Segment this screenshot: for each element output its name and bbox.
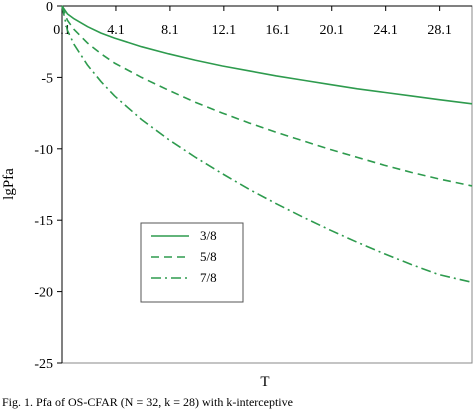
series-line-3 [61,5,473,284]
y-tick-label: -5 [41,71,53,86]
series-line-2 [61,5,473,187]
y-axis-ticks: 0 -5 -10 -15 -20 -25 [34,0,62,372]
x-axis-title: T [260,374,269,390]
x-tick-label: 24.1 [373,23,398,38]
series-line-1 [61,5,473,105]
x-tick-label: 16.1 [266,23,291,38]
y-tick-label: -25 [34,357,53,372]
y-tick-label: -20 [34,286,53,301]
legend-box [140,222,244,303]
series-lines [61,5,473,284]
y-tick-label: 0 [46,0,53,15]
y-tick-label: -15 [34,214,53,229]
x-tick-label: 8.1 [161,23,179,38]
x-tick-label: 28.1 [427,23,452,38]
x-tick-label: 12.1 [212,23,237,38]
x-tick-label: 20.1 [319,23,344,38]
plot-frame [61,5,473,364]
legend: 3/8 5/8 7/8 [140,222,244,303]
legend-label-3-8: 3/8 [200,228,217,243]
legend-label-7-8: 7/8 [200,270,217,285]
y-axis-title: lgPfa [1,168,17,200]
x-axis-ticks: 0.1 4.1 8.1 12.1 16.1 20.1 24.1 28.1 [53,6,452,38]
figure-caption: Fig. 1. Pfa of OS-CFAR (N = 32, k = 28) … [2,395,293,409]
legend-label-5-8: 5/8 [200,249,217,264]
y-tick-label: -10 [34,143,53,158]
x-tick-label: 4.1 [107,23,125,38]
